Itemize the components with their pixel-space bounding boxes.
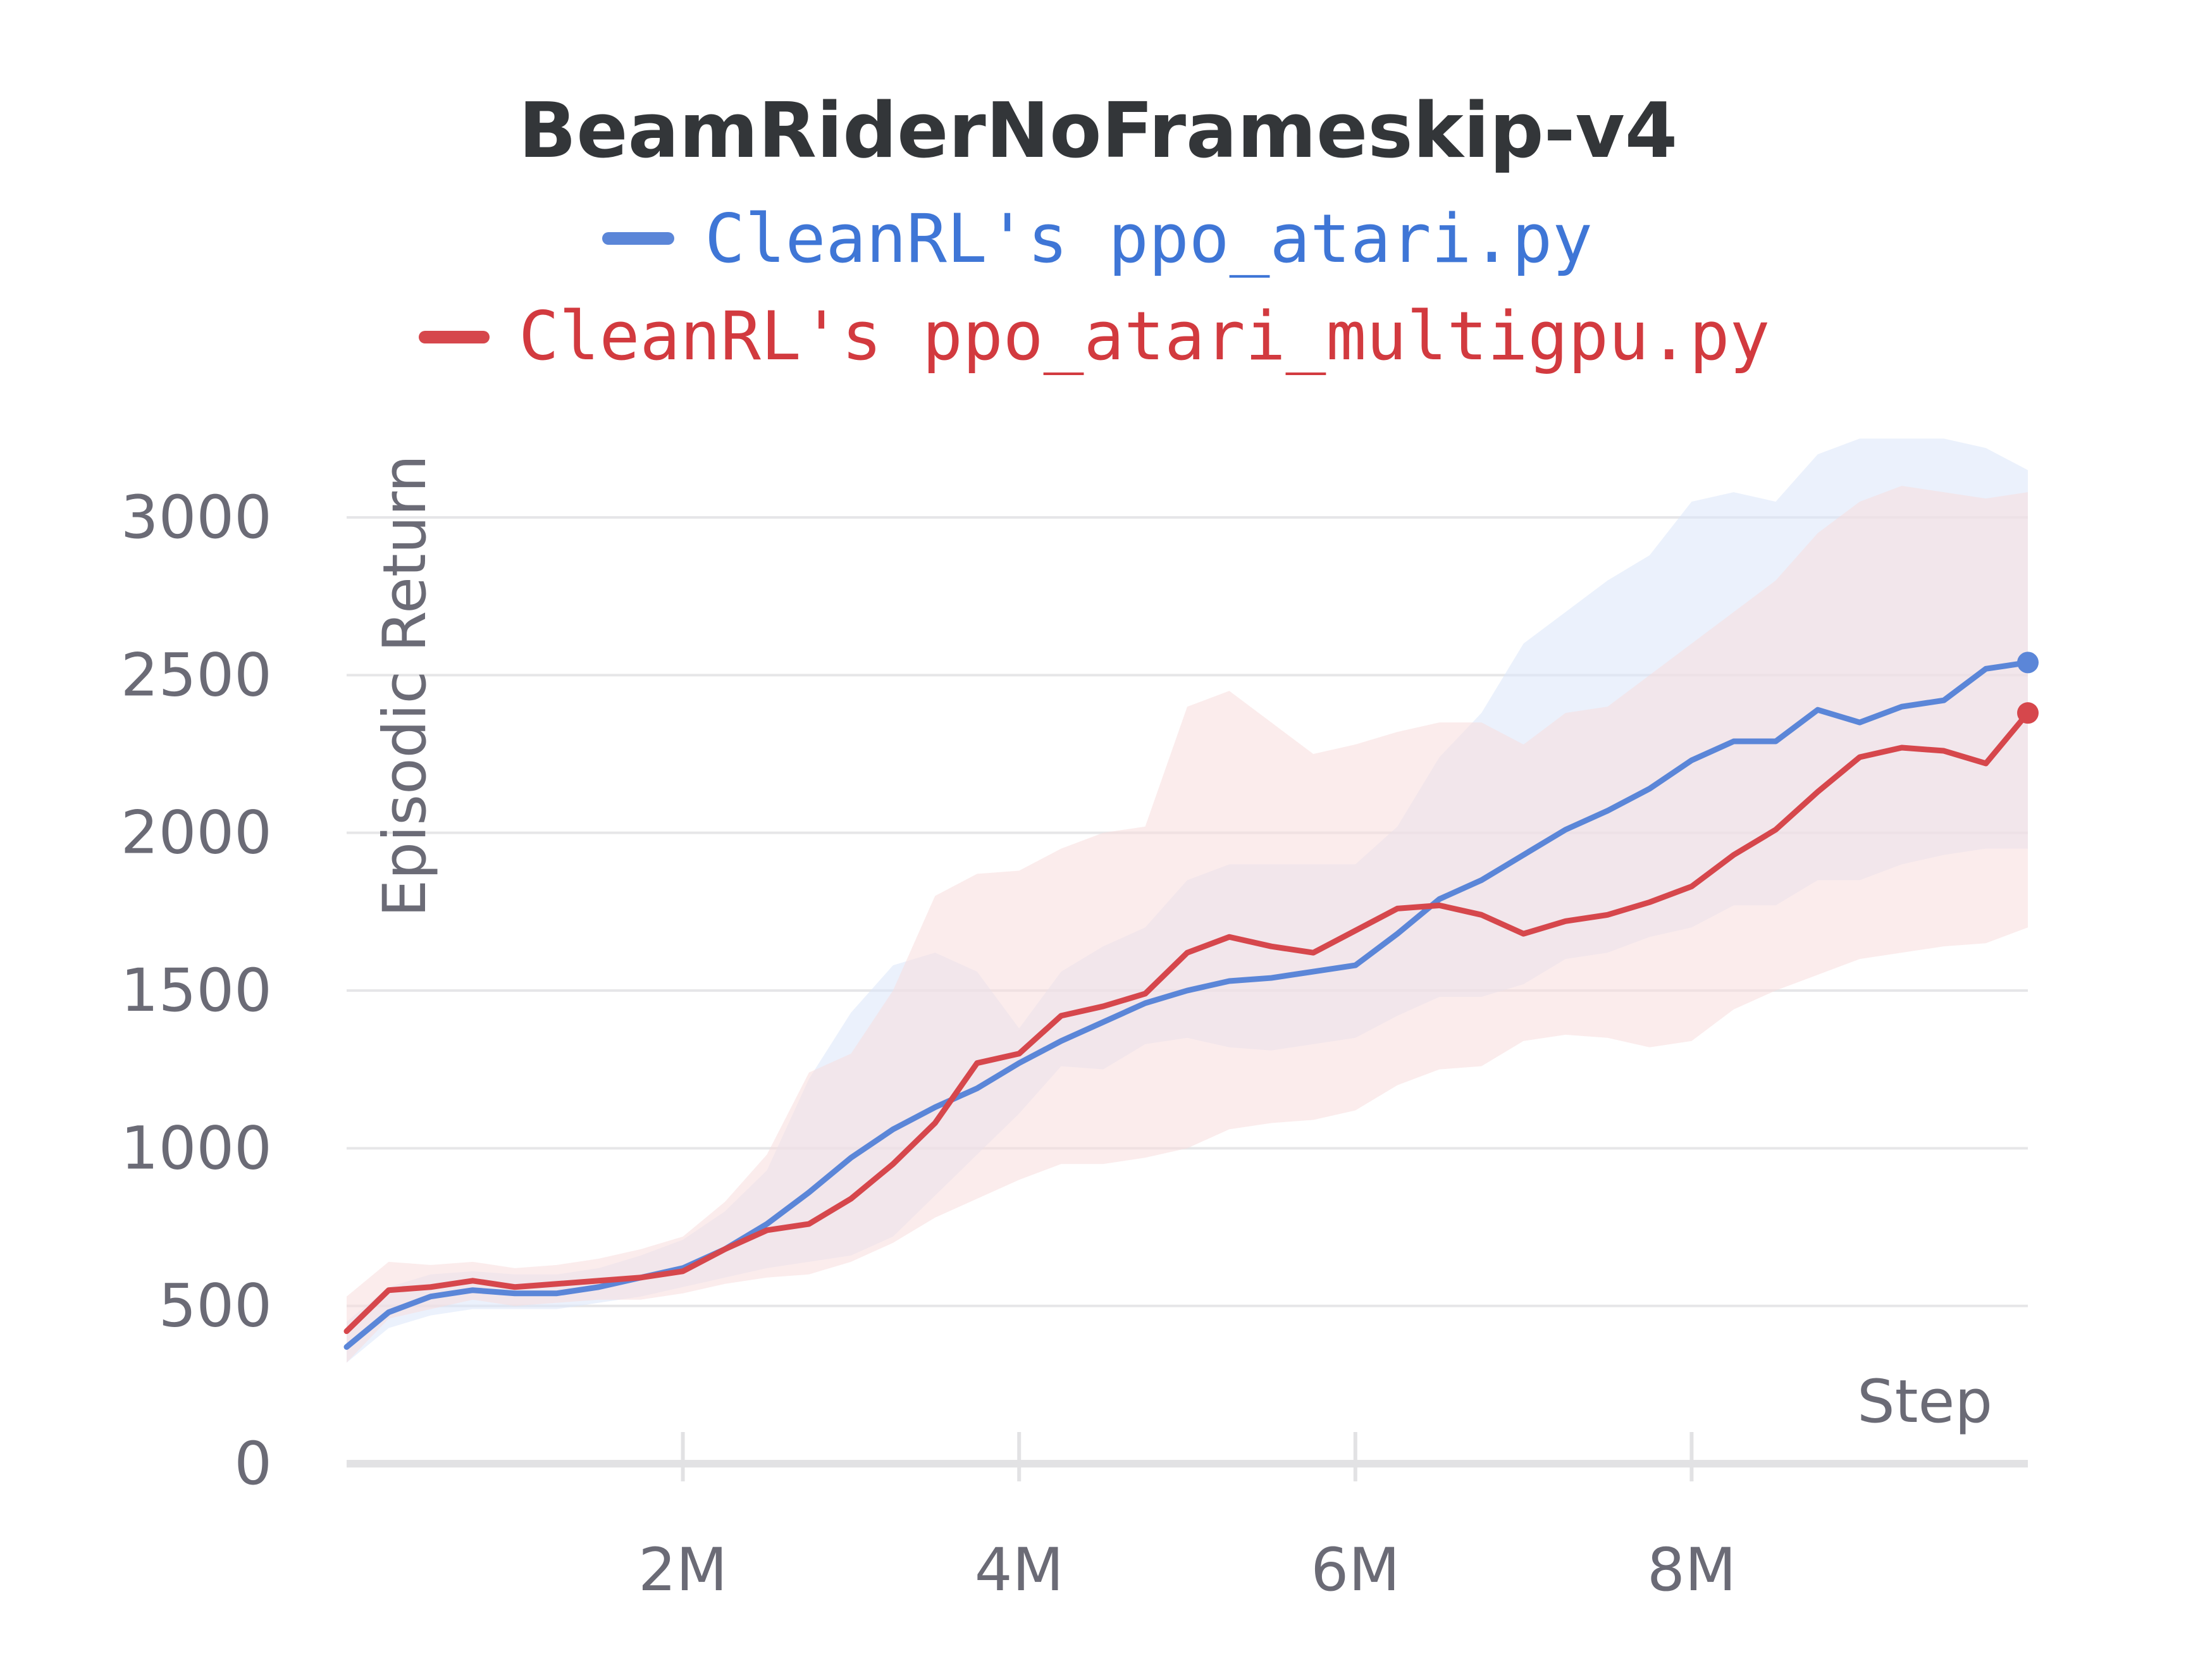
x-axis — [347, 1432, 2028, 1481]
y-tick-label-2500: 2500 — [121, 641, 272, 710]
legend: CleanRL's ppo_atari.py CleanRL's ppo_ata… — [419, 200, 1770, 375]
x-axis-title: Step — [1857, 1368, 1992, 1436]
y-axis-title: Episodic Return — [371, 455, 440, 917]
x-tick-label-6M: 6M — [1311, 1536, 1400, 1605]
confidence-band-series-1 — [347, 486, 2028, 1363]
y-axis-tick-labels: 0 500 1000 1500 2000 2500 3000 — [121, 483, 272, 1498]
x-tick-label-2M: 2M — [638, 1536, 727, 1605]
x-axis-tick-labels: 2M 4M 6M 8M — [638, 1536, 1736, 1605]
series-end-marker-0 — [2017, 652, 2039, 674]
legend-entry-ppo-atari[interactable]: CleanRL's ppo_atari.py — [602, 200, 1593, 278]
y-tick-label-1000: 1000 — [121, 1114, 272, 1183]
y-tick-label-1500: 1500 — [121, 956, 272, 1025]
legend-label-ppo-atari-multigpu: CleanRL's ppo_atari_multigpu.py — [519, 297, 1770, 375]
legend-label-ppo-atari: CleanRL's ppo_atari.py — [705, 200, 1593, 278]
series-lines — [343, 652, 2039, 1350]
y-tick-label-3000: 3000 — [121, 483, 272, 552]
y-tick-label-2000: 2000 — [121, 799, 272, 868]
series-line-1 — [343, 710, 2031, 1335]
series-end-marker-1 — [2017, 702, 2039, 724]
x-tick-label-4M: 4M — [975, 1536, 1064, 1605]
x-tick-label-8M: 8M — [1647, 1536, 1736, 1605]
chart-title: BeamRiderNoFrameskip-v4 — [519, 87, 1677, 175]
confidence-bands — [347, 438, 2028, 1363]
y-tick-label-0: 0 — [234, 1430, 272, 1498]
y-tick-label-500: 500 — [159, 1272, 272, 1341]
legend-entry-ppo-atari-multigpu[interactable]: CleanRL's ppo_atari_multigpu.py — [419, 297, 1770, 375]
